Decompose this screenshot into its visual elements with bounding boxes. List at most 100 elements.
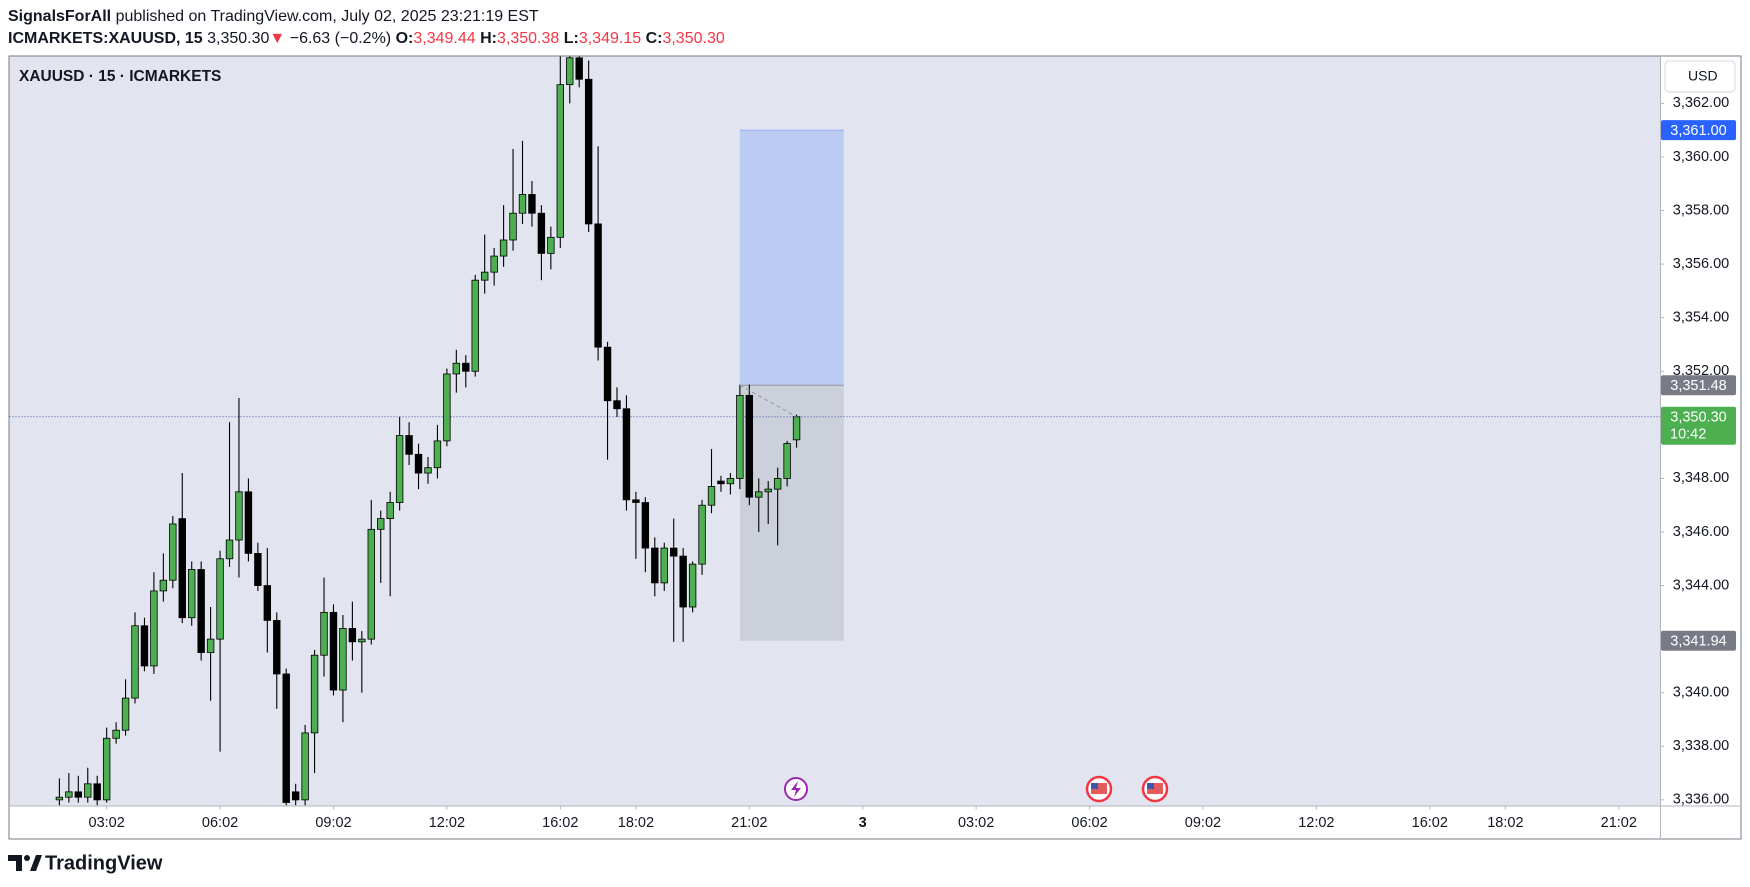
candle-body bbox=[736, 394, 744, 479]
candle-body bbox=[518, 194, 527, 214]
candle-body bbox=[320, 611, 328, 656]
y-tick-label: 3,358.00 bbox=[1673, 202, 1729, 218]
candle-body bbox=[216, 558, 224, 640]
candle-body bbox=[93, 783, 101, 801]
candle-body bbox=[575, 57, 583, 80]
x-tick-label: 03:02 bbox=[89, 815, 125, 831]
candle-body bbox=[225, 539, 234, 560]
candle-body bbox=[613, 400, 621, 410]
x-tick-label: 18:02 bbox=[618, 815, 654, 831]
candle-body bbox=[509, 212, 517, 241]
x-tick-label: 16:02 bbox=[1412, 815, 1448, 831]
candle-body bbox=[783, 443, 791, 479]
candle-body bbox=[74, 791, 83, 798]
candle-body bbox=[206, 638, 215, 653]
candle-body bbox=[159, 579, 168, 592]
target-label: 3,361.00 bbox=[1670, 123, 1726, 139]
marks bbox=[9, 56, 1660, 806]
x-tick-label: 21:02 bbox=[731, 815, 767, 831]
flag-canton bbox=[1147, 783, 1154, 789]
loss-zone bbox=[739, 385, 844, 641]
x-tick-label: 3 bbox=[859, 815, 867, 831]
candle-body bbox=[594, 223, 602, 348]
flag-canton bbox=[1091, 783, 1098, 789]
candle-body bbox=[433, 440, 442, 469]
candle-body bbox=[528, 194, 536, 214]
low-value: 3,349.15 bbox=[579, 30, 641, 47]
current-price-badge bbox=[1661, 406, 1736, 445]
logo-mark bbox=[30, 855, 42, 871]
candle-body bbox=[480, 271, 489, 281]
logo-dot bbox=[24, 855, 30, 861]
candle-body bbox=[632, 499, 640, 503]
down-arrow: ▼ bbox=[269, 30, 285, 47]
currency[interactable]: USD bbox=[1688, 68, 1718, 84]
candle-body bbox=[112, 729, 120, 739]
logo-mark bbox=[8, 855, 22, 871]
candle-body bbox=[395, 435, 404, 503]
y-tick-label: 3,348.00 bbox=[1673, 470, 1729, 486]
currency-button[interactable] bbox=[1664, 60, 1736, 93]
candle-body bbox=[367, 528, 375, 640]
chart-legend: XAUUSD · 15 · ICMARKETS bbox=[19, 68, 221, 85]
candle-body bbox=[348, 628, 357, 643]
candle-body bbox=[310, 654, 319, 734]
candle-body bbox=[717, 480, 725, 485]
low-label: L: bbox=[564, 30, 579, 47]
candle-body bbox=[764, 488, 772, 493]
candle-body bbox=[178, 518, 186, 619]
candle-body bbox=[150, 590, 158, 667]
candle-body bbox=[452, 362, 461, 375]
candle-body bbox=[235, 491, 243, 541]
candle-body bbox=[405, 435, 413, 455]
x-tick-label: 09:02 bbox=[1185, 815, 1221, 831]
candle-body bbox=[688, 563, 697, 608]
trade-link bbox=[739, 384, 797, 418]
stop-label: 3,341.94 bbox=[1670, 634, 1726, 650]
candle-body bbox=[55, 796, 64, 801]
candle-body bbox=[414, 453, 423, 474]
target-badge bbox=[1661, 120, 1736, 141]
candle-body bbox=[584, 78, 593, 225]
candle-body bbox=[301, 732, 309, 801]
candle-body bbox=[386, 502, 394, 519]
candle-body bbox=[641, 502, 650, 549]
x-tick-label: 03:02 bbox=[958, 815, 994, 831]
candle-body bbox=[263, 585, 272, 621]
published: published on TradingView.com, July 02, 2… bbox=[116, 8, 539, 25]
countdown: 10:42 bbox=[1670, 427, 1706, 443]
candle-body bbox=[537, 212, 546, 254]
candle-body bbox=[121, 697, 130, 731]
candle-body bbox=[622, 408, 631, 501]
candle-body bbox=[188, 569, 196, 619]
x-tick-label: 16:02 bbox=[542, 815, 578, 831]
y-tick-label: 3,360.00 bbox=[1673, 149, 1729, 165]
candle-body bbox=[377, 518, 385, 530]
y-tick-label: 3,340.00 bbox=[1673, 685, 1729, 701]
candle-body bbox=[254, 553, 262, 586]
publish-line: SignalsForAll published on TradingView.c… bbox=[8, 8, 539, 25]
flag bbox=[1091, 783, 1107, 794]
x-tick-label: 12:02 bbox=[429, 815, 465, 831]
close-value: 3,350.30 bbox=[662, 30, 724, 47]
candle-body bbox=[698, 504, 706, 565]
candle-body bbox=[670, 547, 678, 557]
entry-badge bbox=[1661, 375, 1736, 396]
y-tick-label: 3,352.00 bbox=[1673, 363, 1729, 379]
x-tick-label: 21:02 bbox=[1601, 815, 1637, 831]
high-label: H: bbox=[480, 30, 497, 47]
y-tick-label: 3,356.00 bbox=[1673, 256, 1729, 272]
entry-label: 3,351.48 bbox=[1670, 378, 1726, 394]
y-tick-label: 3,346.00 bbox=[1673, 524, 1729, 540]
lightning bbox=[791, 781, 801, 797]
x-tick-label: 06:02 bbox=[202, 815, 238, 831]
close-label: C: bbox=[646, 30, 663, 47]
candle-body bbox=[65, 791, 73, 798]
candle-body bbox=[556, 84, 564, 238]
candle-body bbox=[603, 346, 612, 402]
x-tick-label: 06:02 bbox=[1071, 815, 1107, 831]
event-icons bbox=[784, 775, 1169, 803]
y-tick-label: 3,336.00 bbox=[1673, 792, 1729, 808]
flag bbox=[1147, 783, 1163, 794]
